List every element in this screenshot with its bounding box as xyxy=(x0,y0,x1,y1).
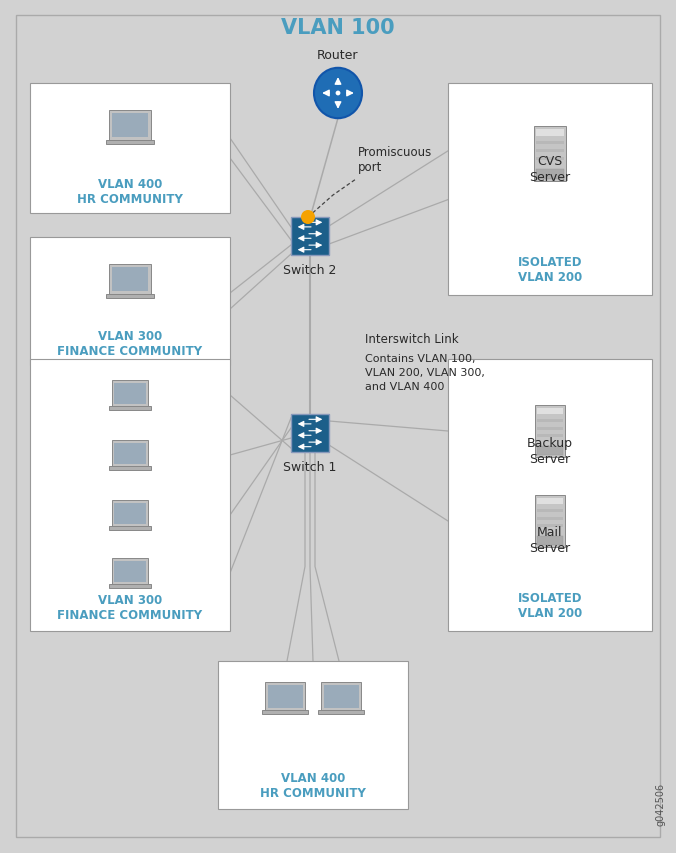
FancyBboxPatch shape xyxy=(535,405,565,457)
FancyBboxPatch shape xyxy=(537,420,563,422)
FancyBboxPatch shape xyxy=(114,383,146,404)
FancyBboxPatch shape xyxy=(262,711,308,714)
Text: g042506: g042506 xyxy=(655,781,665,825)
FancyBboxPatch shape xyxy=(537,427,563,430)
FancyBboxPatch shape xyxy=(30,360,230,631)
FancyBboxPatch shape xyxy=(448,360,652,631)
FancyBboxPatch shape xyxy=(109,526,151,531)
FancyBboxPatch shape xyxy=(291,415,329,452)
FancyBboxPatch shape xyxy=(537,435,563,438)
FancyBboxPatch shape xyxy=(321,682,361,711)
FancyBboxPatch shape xyxy=(112,441,149,467)
FancyBboxPatch shape xyxy=(535,496,565,548)
FancyBboxPatch shape xyxy=(114,561,146,583)
Text: Promiscuous
port: Promiscuous port xyxy=(358,146,432,174)
Text: ISOLATED
VLAN 200: ISOLATED VLAN 200 xyxy=(518,256,582,284)
FancyBboxPatch shape xyxy=(534,126,566,182)
FancyBboxPatch shape xyxy=(109,265,151,294)
Circle shape xyxy=(301,211,315,224)
Text: VLAN 400
HR COMMUNITY: VLAN 400 HR COMMUNITY xyxy=(77,177,183,206)
FancyBboxPatch shape xyxy=(109,407,151,410)
FancyBboxPatch shape xyxy=(536,130,564,136)
FancyBboxPatch shape xyxy=(106,294,154,299)
Text: Interswitch Link: Interswitch Link xyxy=(365,333,458,345)
Circle shape xyxy=(335,91,341,96)
FancyBboxPatch shape xyxy=(30,238,230,366)
FancyBboxPatch shape xyxy=(537,409,563,415)
FancyBboxPatch shape xyxy=(537,536,563,546)
FancyBboxPatch shape xyxy=(16,16,660,837)
FancyBboxPatch shape xyxy=(537,498,563,505)
FancyBboxPatch shape xyxy=(536,149,564,153)
FancyBboxPatch shape xyxy=(218,661,408,809)
FancyBboxPatch shape xyxy=(112,381,149,407)
Text: Backup
Server: Backup Server xyxy=(527,437,573,466)
FancyBboxPatch shape xyxy=(106,141,154,145)
Text: CVS
Server: CVS Server xyxy=(529,154,571,183)
FancyBboxPatch shape xyxy=(109,112,151,141)
FancyBboxPatch shape xyxy=(448,84,652,296)
Text: VLAN 100: VLAN 100 xyxy=(281,18,395,38)
FancyBboxPatch shape xyxy=(536,169,564,179)
FancyBboxPatch shape xyxy=(112,559,149,584)
FancyBboxPatch shape xyxy=(109,467,151,470)
FancyBboxPatch shape xyxy=(112,501,149,526)
Text: Mail
Server: Mail Server xyxy=(529,525,571,554)
Text: VLAN 300
FINANCE COMMUNITY: VLAN 300 FINANCE COMMUNITY xyxy=(57,594,203,621)
FancyBboxPatch shape xyxy=(537,525,563,527)
FancyBboxPatch shape xyxy=(112,114,148,138)
Ellipse shape xyxy=(314,69,362,119)
FancyBboxPatch shape xyxy=(536,142,564,144)
FancyBboxPatch shape xyxy=(536,157,564,160)
Text: Router: Router xyxy=(317,49,359,62)
FancyBboxPatch shape xyxy=(30,84,230,214)
FancyBboxPatch shape xyxy=(537,517,563,520)
FancyBboxPatch shape xyxy=(114,503,146,525)
Text: Switch 2: Switch 2 xyxy=(283,264,337,276)
FancyBboxPatch shape xyxy=(114,444,146,464)
Circle shape xyxy=(548,171,552,176)
FancyBboxPatch shape xyxy=(112,268,148,292)
Text: VLAN 400
HR COMMUNITY: VLAN 400 HR COMMUNITY xyxy=(260,771,366,799)
FancyBboxPatch shape xyxy=(291,218,329,256)
FancyBboxPatch shape xyxy=(268,685,302,708)
Text: ISOLATED
VLAN 200: ISOLATED VLAN 200 xyxy=(518,591,582,619)
FancyBboxPatch shape xyxy=(537,446,563,456)
Text: Contains VLAN 100,
VLAN 200, VLAN 300,
and VLAN 400: Contains VLAN 100, VLAN 200, VLAN 300, a… xyxy=(365,354,485,392)
Text: VLAN 300
FINANCE COMMUNITY: VLAN 300 FINANCE COMMUNITY xyxy=(57,329,203,357)
Circle shape xyxy=(548,448,552,452)
FancyBboxPatch shape xyxy=(324,685,358,708)
Text: Switch 1: Switch 1 xyxy=(283,461,337,473)
FancyBboxPatch shape xyxy=(265,682,305,711)
FancyBboxPatch shape xyxy=(537,509,563,513)
Circle shape xyxy=(548,537,552,543)
FancyBboxPatch shape xyxy=(318,711,364,714)
FancyBboxPatch shape xyxy=(109,584,151,589)
